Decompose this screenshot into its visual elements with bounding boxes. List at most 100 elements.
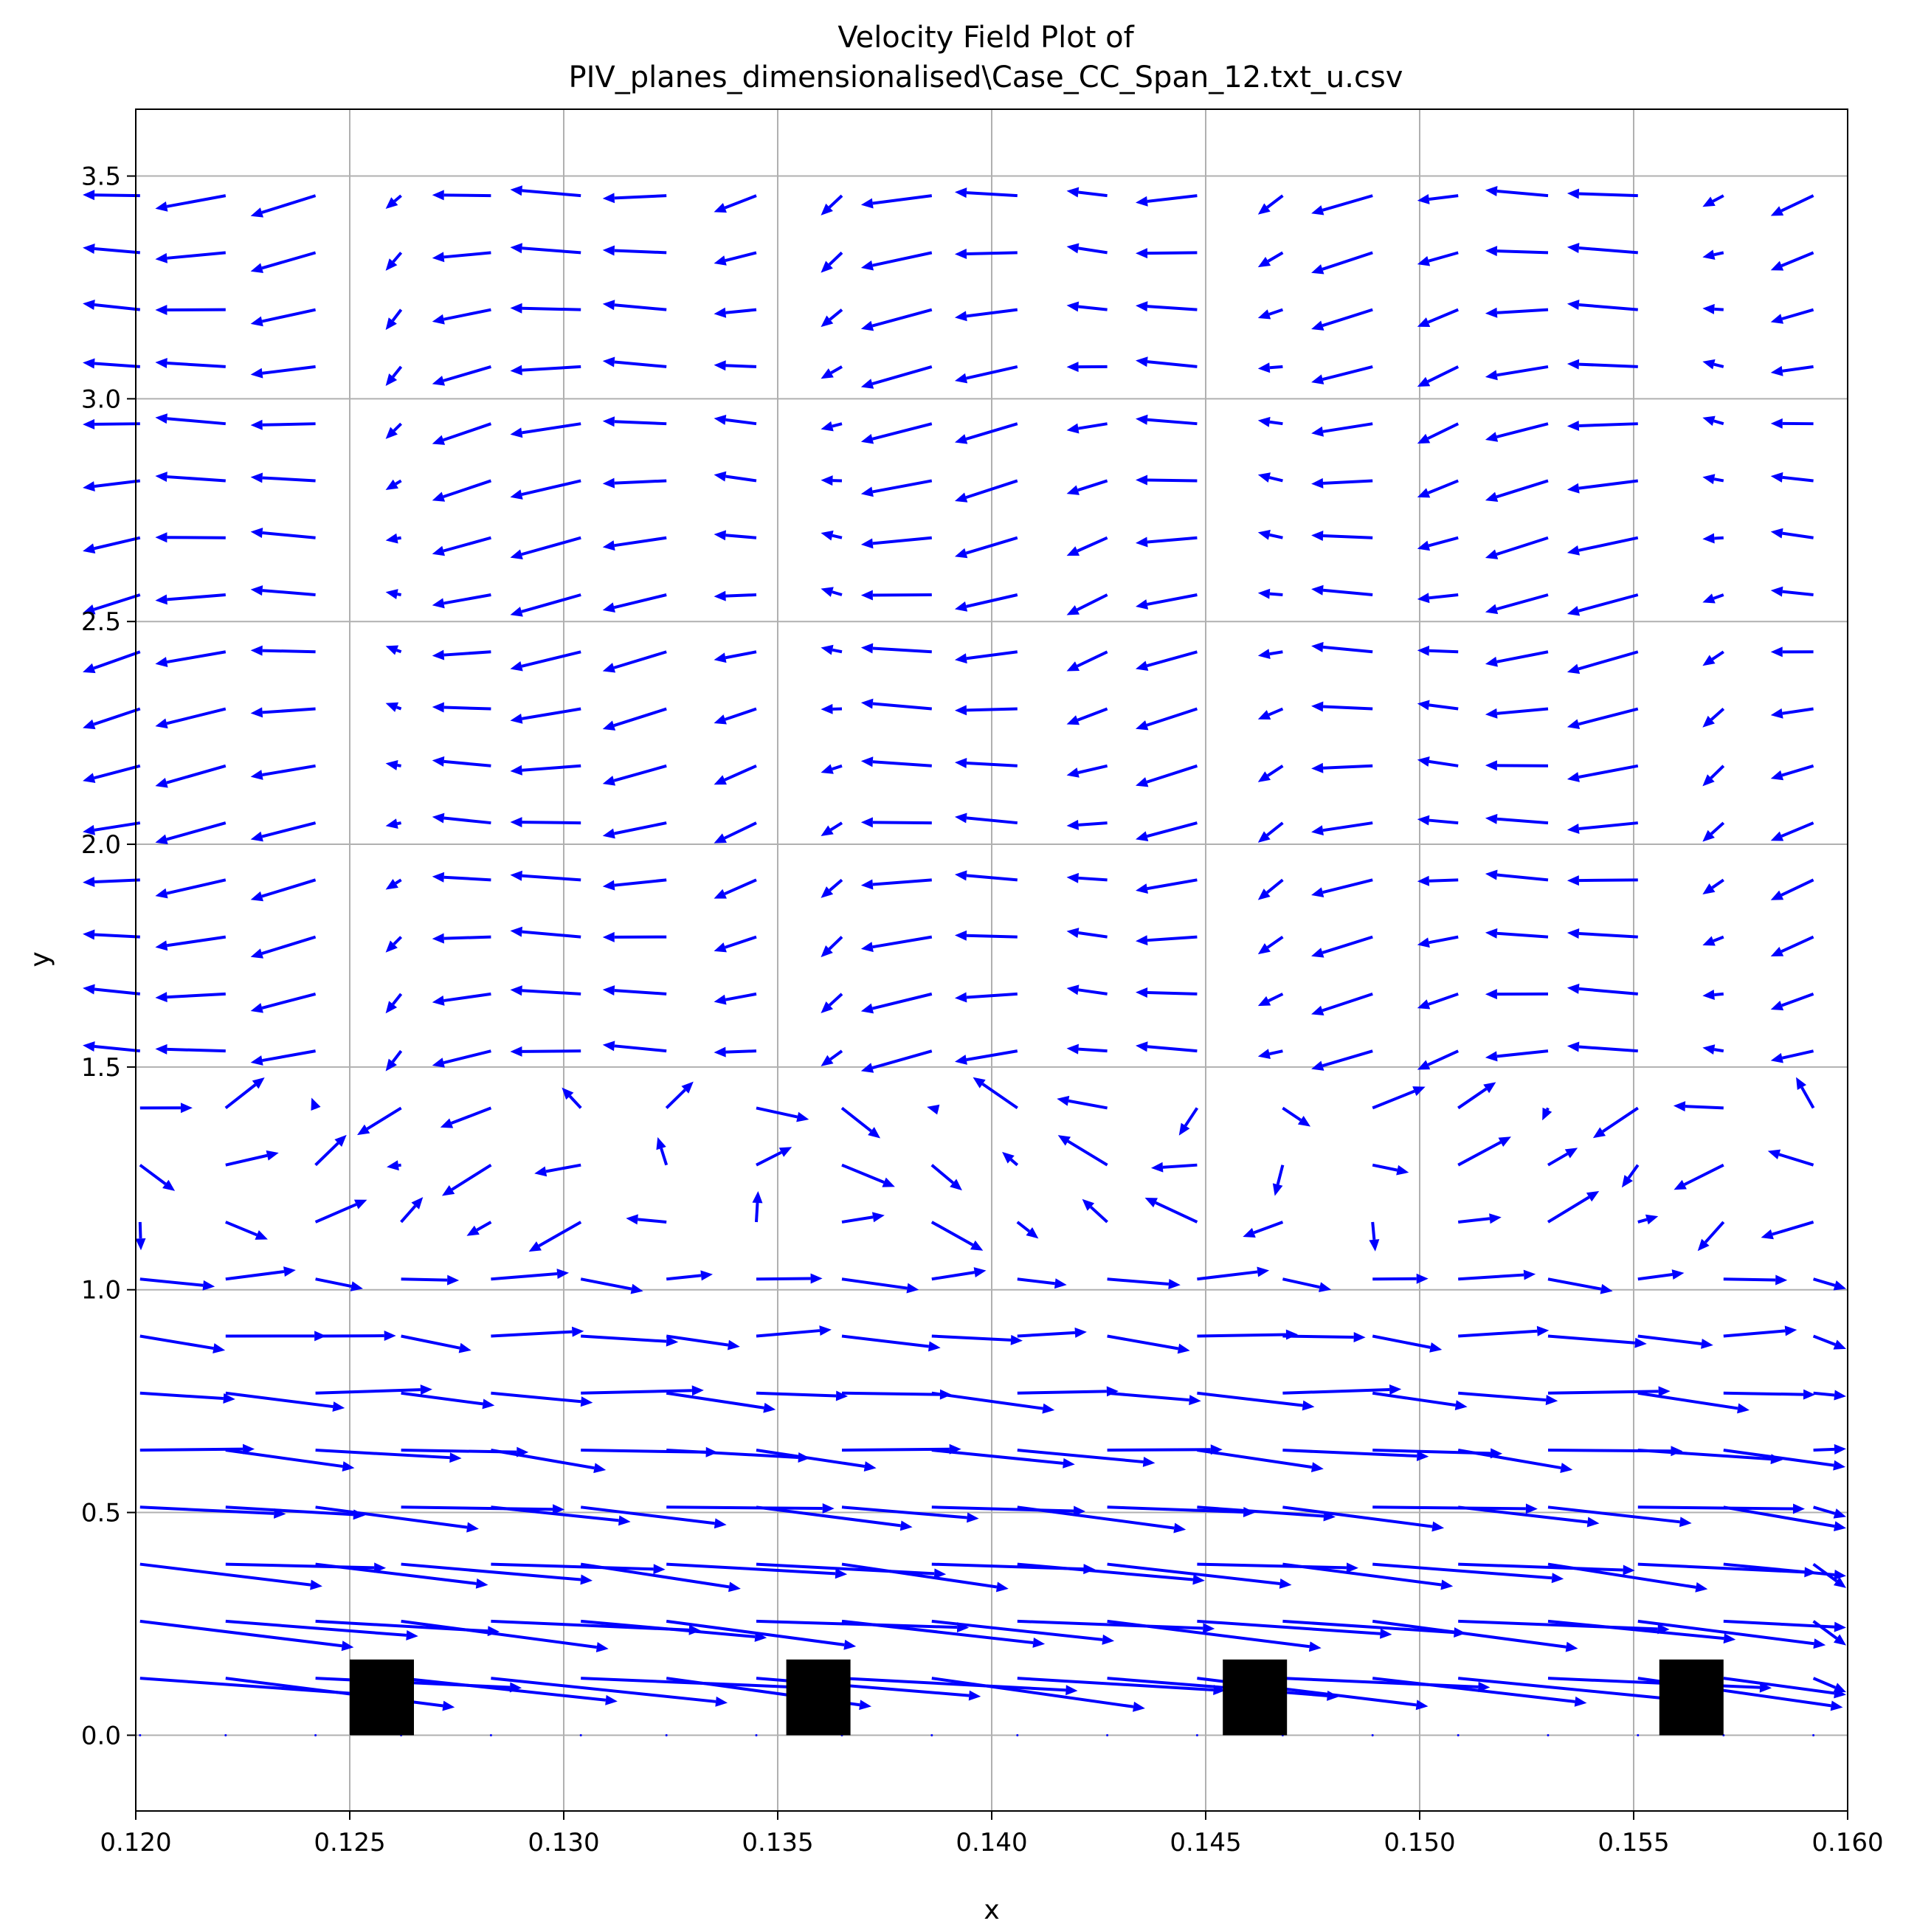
velocity-vector xyxy=(491,1326,584,1338)
velocity-vector xyxy=(83,764,141,783)
velocity-vector xyxy=(602,356,667,368)
velocity-vector xyxy=(1812,1677,1846,1693)
velocity-vector xyxy=(1372,1677,1587,1707)
velocity-vector xyxy=(841,1677,1078,1696)
velocity-vector xyxy=(83,593,141,615)
velocity-vector xyxy=(1567,593,1639,616)
velocity-vector xyxy=(860,643,932,654)
velocity-vector xyxy=(356,1106,402,1136)
velocity-vector xyxy=(1458,1325,1550,1338)
velocity-vector xyxy=(510,422,581,438)
velocity-vector xyxy=(1016,1221,1039,1239)
velocity-vector xyxy=(1485,813,1549,825)
velocity-vector xyxy=(1311,641,1373,654)
velocity-vector xyxy=(1311,935,1373,958)
velocity-vector xyxy=(1485,593,1549,615)
velocity-vector xyxy=(155,532,226,543)
velocity-vector xyxy=(930,1164,962,1191)
velocity-vector xyxy=(401,1562,593,1585)
velocity-vector xyxy=(714,1046,757,1058)
velocity-vector xyxy=(1417,815,1459,826)
velocity-vector xyxy=(1197,1391,1315,1411)
y-tick-label: 2.0 xyxy=(81,830,121,860)
velocity-vector xyxy=(1017,1505,1187,1533)
velocity-vector xyxy=(860,1049,933,1073)
velocity-vector xyxy=(860,479,933,497)
velocity-vector xyxy=(1702,533,1724,544)
velocity-vector xyxy=(1761,1221,1814,1240)
velocity-vector xyxy=(1547,1505,1692,1528)
velocity-vector xyxy=(315,1384,432,1395)
velocity-vector xyxy=(1457,1136,1511,1167)
velocity-vector xyxy=(602,300,667,311)
velocity-vector xyxy=(1547,1619,1736,1644)
velocity-vector xyxy=(930,1733,933,1736)
velocity-vector xyxy=(821,644,843,655)
velocity-vector xyxy=(83,929,140,940)
velocity-vector xyxy=(1257,707,1284,720)
velocity-vector xyxy=(1243,1221,1284,1238)
velocity-vector xyxy=(432,756,491,767)
velocity-vector xyxy=(510,870,581,882)
velocity-vector xyxy=(1702,474,1724,485)
x-tick-label: 0.150 xyxy=(1384,1828,1455,1857)
velocity-vector xyxy=(821,821,843,836)
velocity-vector xyxy=(432,649,491,660)
velocity-vector xyxy=(1485,246,1549,257)
velocity-vector xyxy=(666,1391,776,1413)
velocity-vector xyxy=(1770,878,1814,900)
velocity-vector xyxy=(315,1277,363,1291)
velocity-vector xyxy=(714,471,757,483)
velocity-vector xyxy=(841,1277,919,1294)
velocity-vector xyxy=(1282,1505,1445,1532)
y-tick-label: 1.0 xyxy=(81,1276,121,1305)
velocity-vector xyxy=(602,878,667,891)
velocity-vector xyxy=(1107,1334,1190,1354)
velocity-vector xyxy=(714,307,757,318)
velocity-vector xyxy=(1770,472,1814,483)
velocity-vector xyxy=(315,1449,462,1463)
velocity-vector xyxy=(83,300,141,311)
velocity-vector xyxy=(714,821,757,843)
velocity-vector xyxy=(931,1619,1115,1645)
velocity-vector xyxy=(1770,365,1814,376)
velocity-vector xyxy=(155,650,227,667)
velocity-vector xyxy=(602,477,667,489)
velocity-vector xyxy=(860,878,932,890)
velocity-vector xyxy=(250,935,317,959)
velocity-vector xyxy=(1066,984,1108,996)
velocity-vector xyxy=(1458,1391,1558,1406)
velocity-vector xyxy=(860,935,933,953)
velocity-vector xyxy=(250,472,316,483)
velocity-vector xyxy=(714,414,757,426)
velocity-vector xyxy=(1567,764,1639,782)
velocity-vector xyxy=(1136,935,1198,946)
velocity-vector xyxy=(1547,1562,1708,1593)
velocity-vector xyxy=(1547,1386,1671,1397)
velocity-vector xyxy=(841,1505,979,1523)
velocity-vector xyxy=(1257,416,1283,427)
velocity-vector xyxy=(1485,186,1549,198)
velocity-vector xyxy=(860,194,933,209)
velocity-vector xyxy=(927,1104,940,1115)
velocity-vector xyxy=(581,1334,679,1347)
velocity-vector xyxy=(510,817,581,828)
velocity-vector xyxy=(491,1505,631,1526)
velocity-vector xyxy=(821,703,843,714)
velocity-vector xyxy=(1485,365,1549,381)
velocity-vector xyxy=(1066,593,1108,615)
velocity-vector xyxy=(1770,993,1814,1011)
velocity-vector xyxy=(1417,992,1459,1010)
velocity-vector xyxy=(432,190,491,201)
velocity-vector xyxy=(1311,878,1373,897)
velocity-vector xyxy=(1702,593,1724,604)
velocity-vector xyxy=(225,1266,296,1281)
velocity-vector xyxy=(1136,356,1198,368)
velocity-vector xyxy=(401,1504,565,1515)
velocity-vector xyxy=(1485,869,1549,882)
velocity-vector xyxy=(250,528,316,539)
velocity-vector xyxy=(1567,1041,1638,1053)
velocity-vector xyxy=(1107,1277,1181,1289)
velocity-vector xyxy=(139,1277,215,1291)
